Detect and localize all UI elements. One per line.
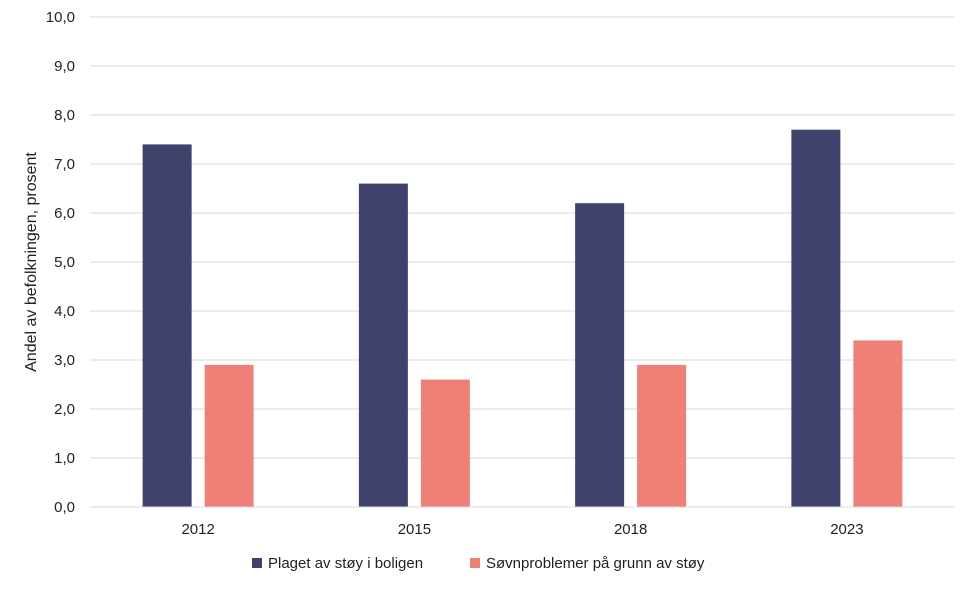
y-tick-label: 8,0 [54, 107, 75, 124]
bar [575, 203, 625, 507]
legend-swatch [470, 558, 480, 568]
bar [204, 364, 254, 507]
y-tick-label: 4,0 [54, 303, 75, 320]
bar [853, 340, 903, 507]
y-tick-label: 3,0 [54, 352, 75, 369]
x-axis-ticks: 2012 2015 2018 2023 [181, 521, 863, 538]
y-tick-label: 7,0 [54, 156, 75, 173]
y-tick-label: 0,0 [54, 499, 75, 516]
legend: Plaget av støy i boligen Søvnproblemer på… [252, 555, 705, 572]
x-tick-label: 2023 [830, 521, 863, 538]
bar [420, 379, 470, 507]
y-tick-label: 2,0 [54, 401, 75, 418]
x-tick-label: 2012 [181, 521, 214, 538]
x-tick-label: 2015 [398, 521, 431, 538]
legend-label: Plaget av støy i boligen [268, 555, 423, 572]
legend-swatch [252, 558, 262, 568]
y-axis-ticks: 0,0 1,0 2,0 3,0 4,0 5,0 6,0 7,0 8,0 9,0 10,0 [46, 9, 75, 516]
legend-label: Søvnproblemer på grunn av støy [486, 555, 705, 572]
y-tick-label: 10,0 [46, 9, 75, 26]
bars [142, 129, 903, 507]
x-tick-label: 2018 [614, 521, 647, 538]
y-tick-label: 6,0 [54, 205, 75, 222]
y-tick-label: 9,0 [54, 58, 75, 75]
bar [358, 183, 408, 507]
y-tick-label: 1,0 [54, 450, 75, 467]
y-tick-label: 5,0 [54, 254, 75, 271]
bar [791, 129, 841, 507]
bar [142, 144, 192, 507]
y-axis-title: Andel av befolkningen, prosent [23, 152, 40, 372]
bar [637, 364, 687, 507]
